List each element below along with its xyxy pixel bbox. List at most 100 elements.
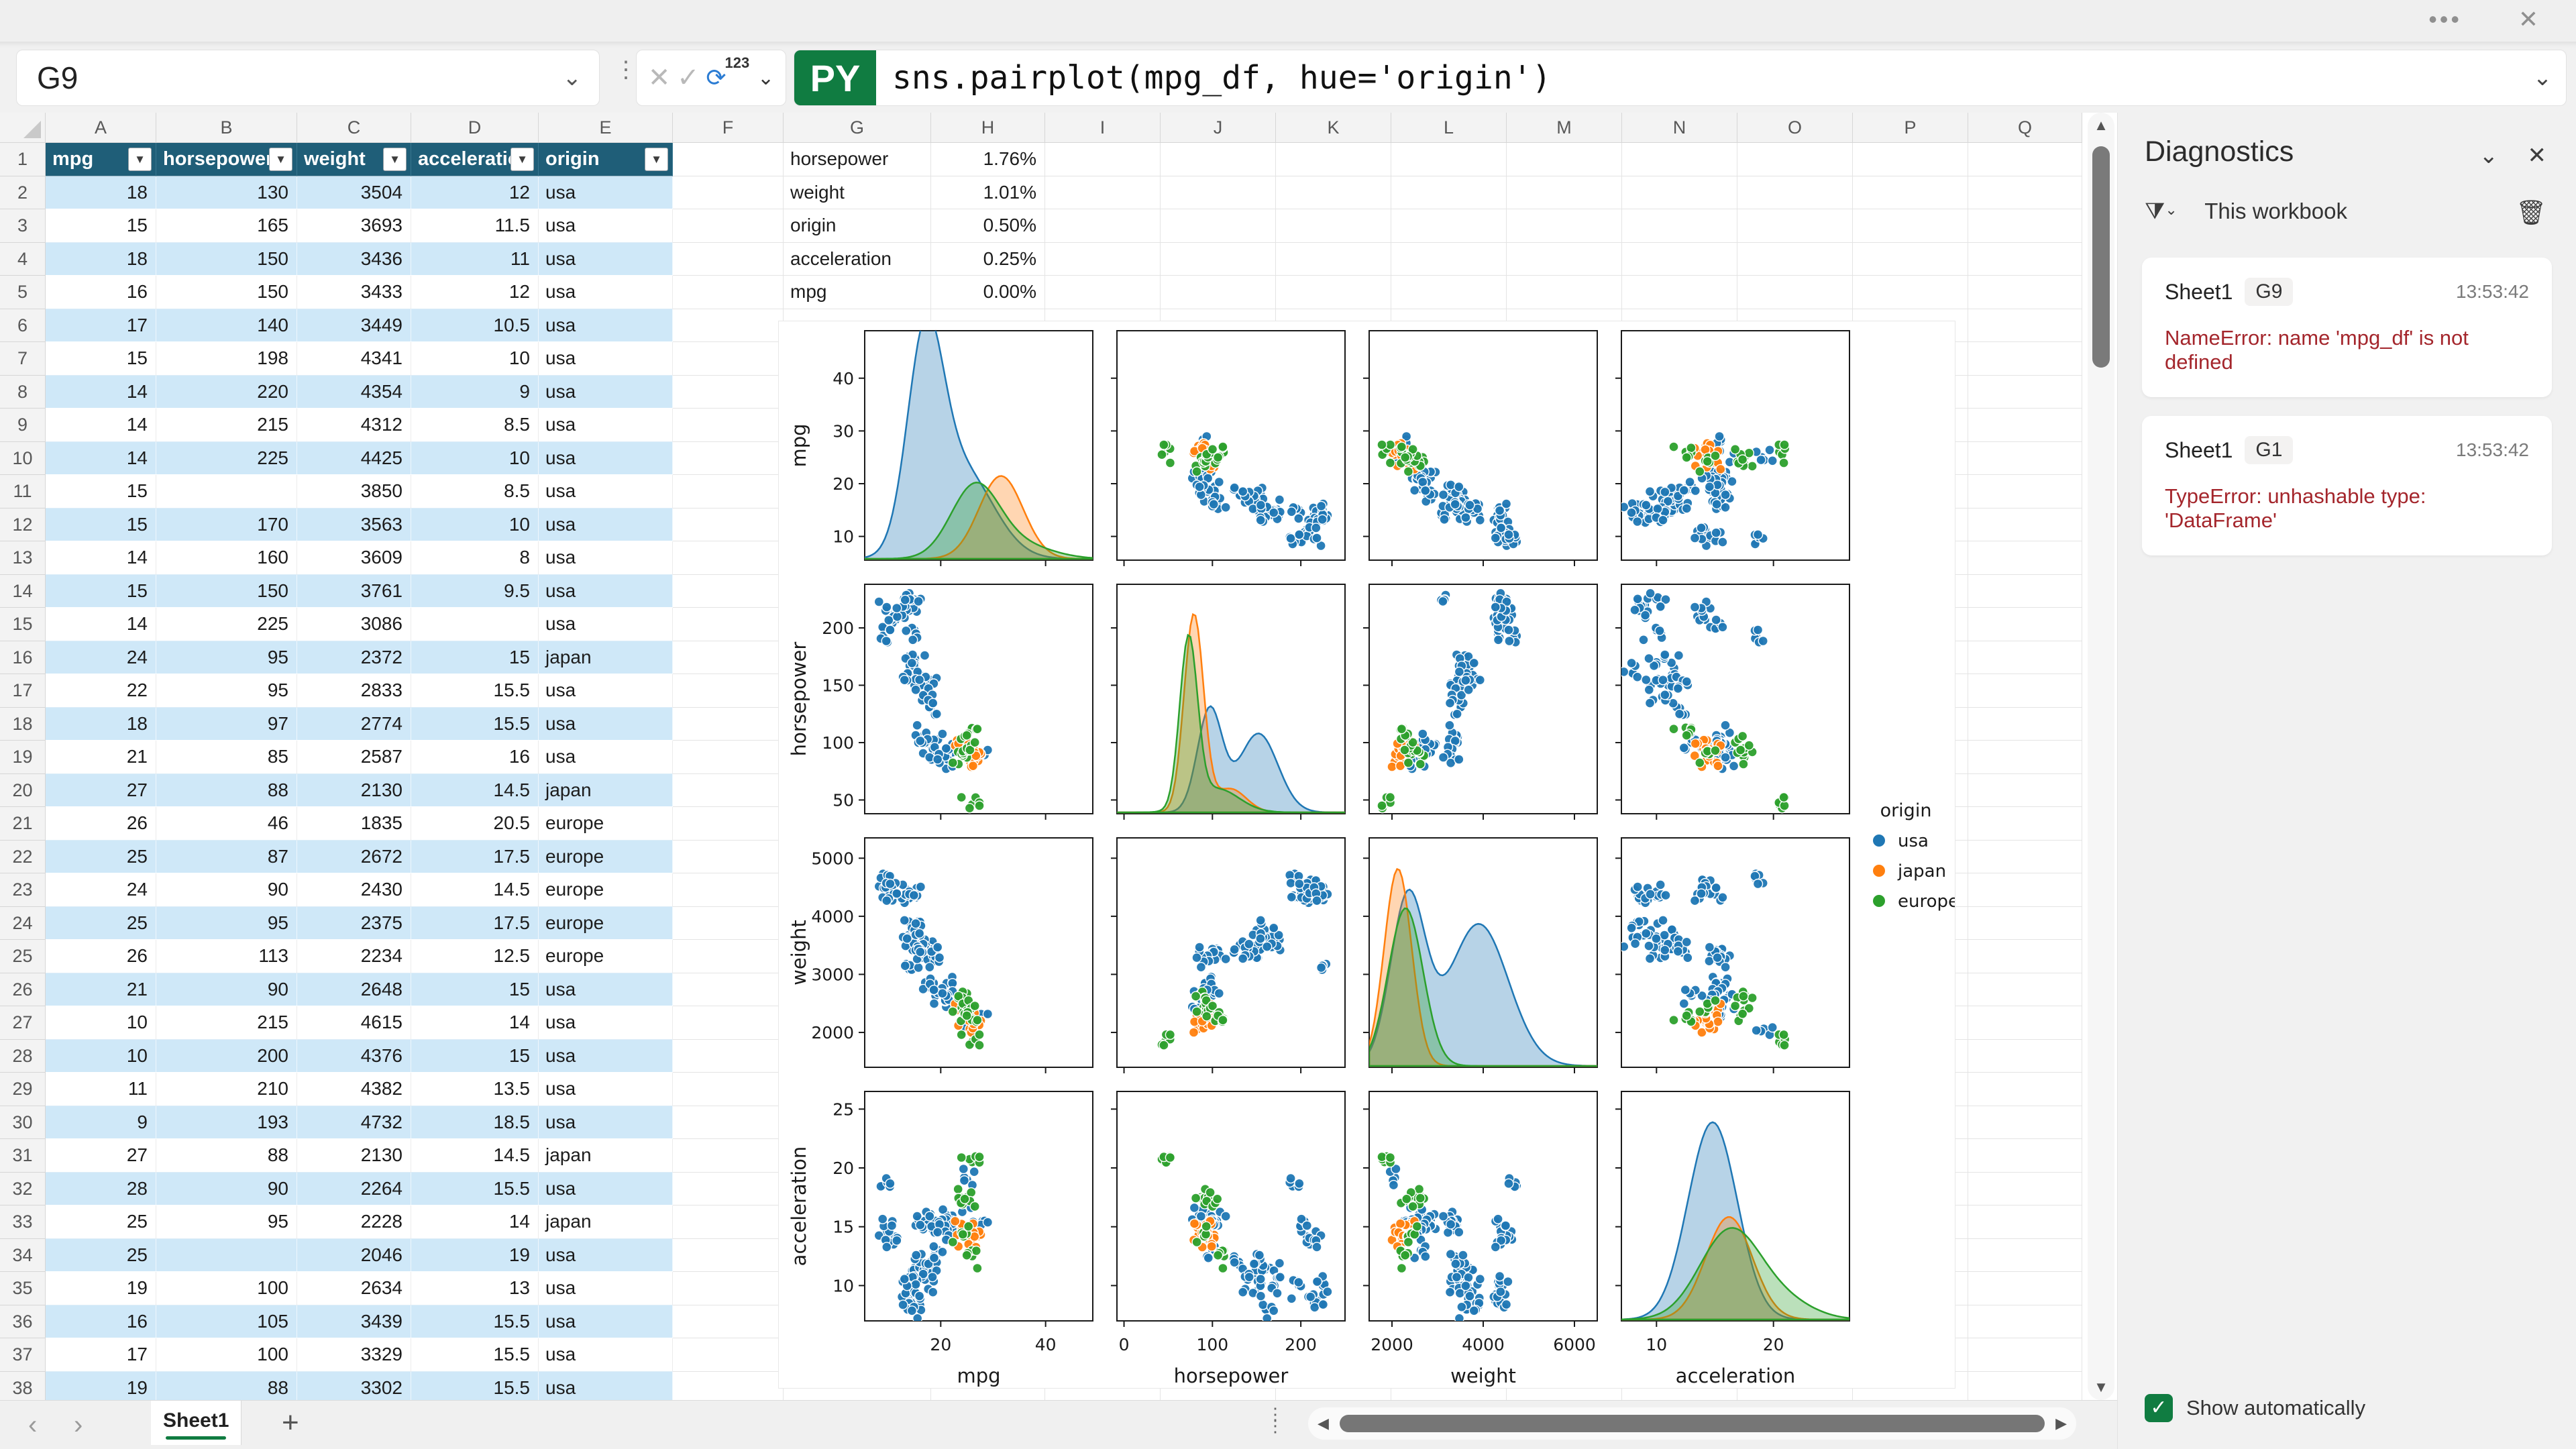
grid-cell[interactable]: 2648 (297, 973, 411, 1006)
grid-cell[interactable] (1622, 143, 1737, 176)
grid-cell[interactable]: 3433 (297, 276, 411, 309)
grid-cell[interactable]: 225 (156, 608, 297, 641)
grid-cell[interactable]: 95 (156, 674, 297, 708)
grid-cell[interactable] (1737, 143, 1853, 176)
column-header-A[interactable]: A (46, 113, 156, 143)
grid-cell[interactable] (1276, 242, 1391, 276)
grid-cell[interactable]: 170 (156, 508, 297, 541)
grid-cell[interactable] (673, 242, 784, 276)
grid-cell[interactable] (1968, 209, 2082, 243)
grid-cell[interactable] (1968, 973, 2082, 1006)
grid-cell[interactable] (673, 674, 784, 708)
select-all-corner[interactable] (0, 113, 46, 143)
grid-cell[interactable]: 25 (46, 1205, 156, 1239)
grid-cell[interactable] (1045, 276, 1161, 309)
grid-cell[interactable] (673, 1073, 784, 1106)
grid-cell[interactable]: 10 (46, 1039, 156, 1073)
grid-cell[interactable] (1968, 1205, 2082, 1239)
grid-cell[interactable]: 13 (411, 1272, 539, 1305)
grid-cell[interactable]: 95 (156, 906, 297, 940)
grid-cell[interactable] (673, 409, 784, 442)
grid-cell[interactable]: 220 (156, 375, 297, 409)
scroll-down-icon[interactable]: ▼ (2094, 1379, 2108, 1395)
column-header-I[interactable]: I (1045, 113, 1161, 143)
grid-cell[interactable]: 95 (156, 1205, 297, 1239)
grid-cell[interactable]: 2774 (297, 707, 411, 741)
grid-cell[interactable]: origin (784, 209, 931, 243)
grid-cell[interactable]: japan (539, 1139, 673, 1173)
grid-cell[interactable]: 1835 (297, 807, 411, 841)
grid-cell[interactable]: 14 (46, 441, 156, 475)
grid-cell[interactable] (1276, 143, 1391, 176)
grid-cell[interactable] (1507, 242, 1622, 276)
grid-cell[interactable]: 3436 (297, 242, 411, 276)
table-header-horsepower[interactable]: horsepower ▼ (156, 143, 297, 176)
grid-cell[interactable]: 26 (46, 807, 156, 841)
grid-cell[interactable] (673, 707, 784, 741)
grid-cell[interactable]: 21 (46, 741, 156, 774)
splitter-handle-icon[interactable]: ⋮ ⋮ (1267, 1404, 1284, 1436)
grid-cell[interactable]: 3609 (297, 541, 411, 575)
close-window-icon[interactable]: ✕ (2518, 5, 2538, 33)
grid-cell[interactable] (673, 143, 784, 176)
grid-cell[interactable]: 95 (156, 641, 297, 674)
filter-button[interactable]: ▼ (645, 148, 668, 171)
grid-cell[interactable]: 3449 (297, 309, 411, 342)
grid-cell[interactable] (1391, 176, 1507, 209)
grid-cell[interactable] (1968, 906, 2082, 940)
grid-cell[interactable]: 8 (411, 541, 539, 575)
table-header-mpg[interactable]: mpg ▼ (46, 143, 156, 176)
grid-cell[interactable]: usa (539, 1006, 673, 1040)
grid-cell[interactable]: 15 (46, 508, 156, 541)
grid-cell[interactable]: 12 (411, 276, 539, 309)
grid-cell[interactable] (1968, 143, 2082, 176)
grid-cell[interactable] (673, 1205, 784, 1239)
grid-cell[interactable]: 16 (46, 276, 156, 309)
row-header[interactable]: 37 (0, 1338, 46, 1372)
grid-cell[interactable]: 3693 (297, 209, 411, 243)
row-header[interactable]: 5 (0, 276, 46, 309)
grid-cell[interactable]: 225 (156, 441, 297, 475)
grid-cell[interactable] (673, 773, 784, 807)
grid-cell[interactable]: 19 (411, 1238, 539, 1272)
grid-cell[interactable]: 17 (46, 309, 156, 342)
grid-cell[interactable] (673, 541, 784, 575)
grid-cell[interactable] (673, 1305, 784, 1338)
grid-cell[interactable]: usa (539, 475, 673, 508)
grid-cell[interactable] (1968, 1272, 2082, 1305)
grid-cell[interactable]: 2130 (297, 1139, 411, 1173)
grid-cell[interactable] (1045, 143, 1161, 176)
grid-cell[interactable]: 2672 (297, 840, 411, 873)
column-header-D[interactable]: D (411, 113, 539, 143)
grid-cell[interactable]: usa (539, 1338, 673, 1372)
grid-cell[interactable]: usa (539, 707, 673, 741)
row-header[interactable]: 15 (0, 608, 46, 641)
grid-cell[interactable] (1968, 541, 2082, 575)
grid-cell[interactable]: usa (539, 409, 673, 442)
row-header[interactable]: 28 (0, 1039, 46, 1073)
grid-cell[interactable]: 1.76% (931, 143, 1045, 176)
column-header-N[interactable]: N (1622, 113, 1737, 143)
row-header[interactable]: 31 (0, 1139, 46, 1173)
grid-cell[interactable]: 15 (46, 209, 156, 243)
grid-cell[interactable] (1968, 1371, 2082, 1400)
grid-cell[interactable]: 2234 (297, 940, 411, 973)
grid-cell[interactable]: 3504 (297, 176, 411, 209)
grid-cell[interactable]: 200 (156, 1039, 297, 1073)
grid-cell[interactable] (673, 906, 784, 940)
column-header-P[interactable]: P (1853, 113, 1968, 143)
grid-cell[interactable] (673, 940, 784, 973)
grid-cell[interactable]: 15 (411, 641, 539, 674)
grid-cell[interactable] (673, 475, 784, 508)
grid-cell[interactable] (673, 1272, 784, 1305)
grid-cell[interactable]: 88 (156, 773, 297, 807)
grid-cell[interactable]: 14.5 (411, 773, 539, 807)
grid-cell[interactable]: 14.5 (411, 873, 539, 907)
expand-formula-bar-icon[interactable]: ⌄ (2532, 65, 2553, 91)
grid-cell[interactable]: 15.5 (411, 707, 539, 741)
table-header-weight[interactable]: weight ▼ (297, 143, 411, 176)
grid-cell[interactable] (1968, 707, 2082, 741)
grid-cell[interactable]: 18 (46, 707, 156, 741)
row-header[interactable]: 1 (0, 143, 46, 176)
row-header[interactable]: 6 (0, 309, 46, 342)
